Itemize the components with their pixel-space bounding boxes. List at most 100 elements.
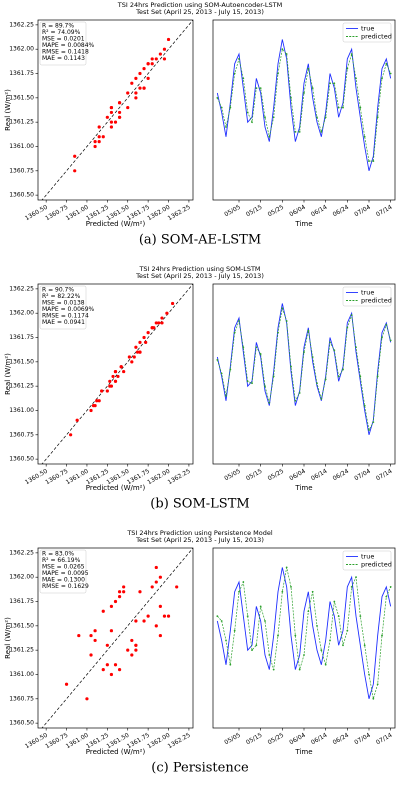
series-point (316, 382, 318, 385)
y-tick-label: 1361.25 (9, 383, 34, 390)
series-point (324, 378, 327, 381)
x-tick-label: 07/04 (353, 732, 372, 747)
scatter-point (93, 404, 97, 408)
scatter-point (146, 62, 150, 66)
scatter-point (105, 115, 109, 119)
y-tick-label: 1361.25 (9, 647, 34, 654)
y-tick-label: 1361.25 (9, 119, 34, 126)
y-axis-label: Real (W/m²) (4, 617, 12, 659)
annotation-box (39, 549, 87, 594)
series-point (337, 615, 340, 618)
scatter-point (150, 62, 154, 66)
scatter-point (105, 663, 109, 667)
series-point (355, 346, 357, 349)
scatter-point (135, 350, 140, 354)
scatter-point (166, 614, 171, 618)
x-tick-label: 06/14 (310, 204, 329, 219)
series-point (220, 620, 223, 622)
series-point (255, 644, 258, 647)
series-point (320, 649, 323, 652)
series-point (376, 116, 379, 119)
annotation: R² = 82.22% (42, 293, 81, 300)
scatter-point (142, 335, 146, 340)
scatter-point (113, 599, 118, 604)
annotation: MSE = 0.0265 (42, 564, 85, 571)
series-point (225, 639, 227, 642)
scatter-point (126, 91, 130, 95)
series-point (290, 96, 292, 99)
series-point (329, 639, 331, 642)
annotation: R² = 66.19% (42, 557, 81, 564)
x-tick-label: 07/04 (353, 204, 372, 219)
scatter-point (154, 321, 158, 325)
series-point (220, 372, 223, 375)
series-point (277, 634, 279, 637)
x-tick-label: 06/24 (332, 732, 351, 747)
y-tick-label: 1361.75 (9, 70, 34, 77)
y-tick-label: 1362.00 (9, 46, 34, 53)
x-axis-label: Time (294, 220, 312, 228)
series-point (359, 615, 362, 618)
series-point (233, 629, 236, 632)
axes-frame (37, 283, 194, 465)
scatter-point (108, 379, 112, 383)
series-point (246, 380, 249, 383)
scatter-point (73, 169, 77, 173)
y-tick-label: 1360.50 (9, 192, 34, 199)
scatter-point (122, 369, 126, 374)
scatter-point (93, 638, 97, 643)
annotation: MAE = 0.1300 (42, 577, 85, 584)
scatter-point (64, 682, 69, 686)
scatter-point (138, 350, 142, 354)
scatter-point (89, 633, 93, 638)
caption: (c) Persistence (151, 761, 249, 776)
scatter-point (142, 86, 146, 90)
scatter-point (132, 355, 136, 359)
y-tick-label: 1361.75 (9, 598, 34, 605)
series-point (385, 62, 388, 65)
series-point (281, 307, 284, 310)
x-tick-label: 06/14 (310, 732, 329, 747)
series-point (359, 106, 362, 109)
y-tick-label: 1361.00 (9, 671, 34, 678)
scatter-point (93, 140, 97, 144)
series-point (298, 392, 301, 394)
identity-line (41, 284, 193, 464)
legend-box (342, 286, 392, 307)
series-point (225, 126, 227, 128)
y-tick-label: 1361.00 (9, 407, 34, 414)
y-tick-label: 1362.00 (9, 310, 34, 317)
y-tick-label: 1360.75 (9, 431, 34, 438)
series-point (268, 401, 271, 404)
series-point (268, 135, 271, 138)
series-point (259, 87, 262, 90)
series-point (363, 404, 366, 407)
series-point (342, 368, 344, 371)
series-point (298, 668, 301, 671)
series-point (272, 668, 275, 671)
x-axis-label: Predicted (W/m²) (86, 220, 146, 228)
scatter-point (113, 120, 118, 124)
y-tick-label: 1361.75 (9, 334, 34, 341)
series-point (376, 375, 379, 378)
legend-label: true (361, 553, 374, 561)
scatter-point (126, 105, 130, 110)
annotation: RMSE = 0.1174 (42, 313, 89, 320)
series-line (217, 567, 391, 699)
scatter-point (97, 135, 101, 139)
series-point (246, 111, 249, 114)
x-tick-label: 1362.25 (167, 732, 192, 751)
annotation: RMSE = 0.1629 (42, 583, 89, 590)
scatter-point (130, 360, 134, 364)
series-point (246, 615, 249, 618)
scatter-point (138, 86, 142, 90)
scatter-point (108, 384, 112, 388)
series-point (320, 397, 323, 400)
annotation: R² = 74.09% (42, 29, 81, 36)
scatter-point (117, 110, 122, 115)
annotation-box (39, 21, 87, 66)
y-tick-label: 1361.50 (9, 622, 34, 629)
legend-label: true (361, 25, 374, 33)
x-tick-label: 05/15 (245, 204, 264, 219)
